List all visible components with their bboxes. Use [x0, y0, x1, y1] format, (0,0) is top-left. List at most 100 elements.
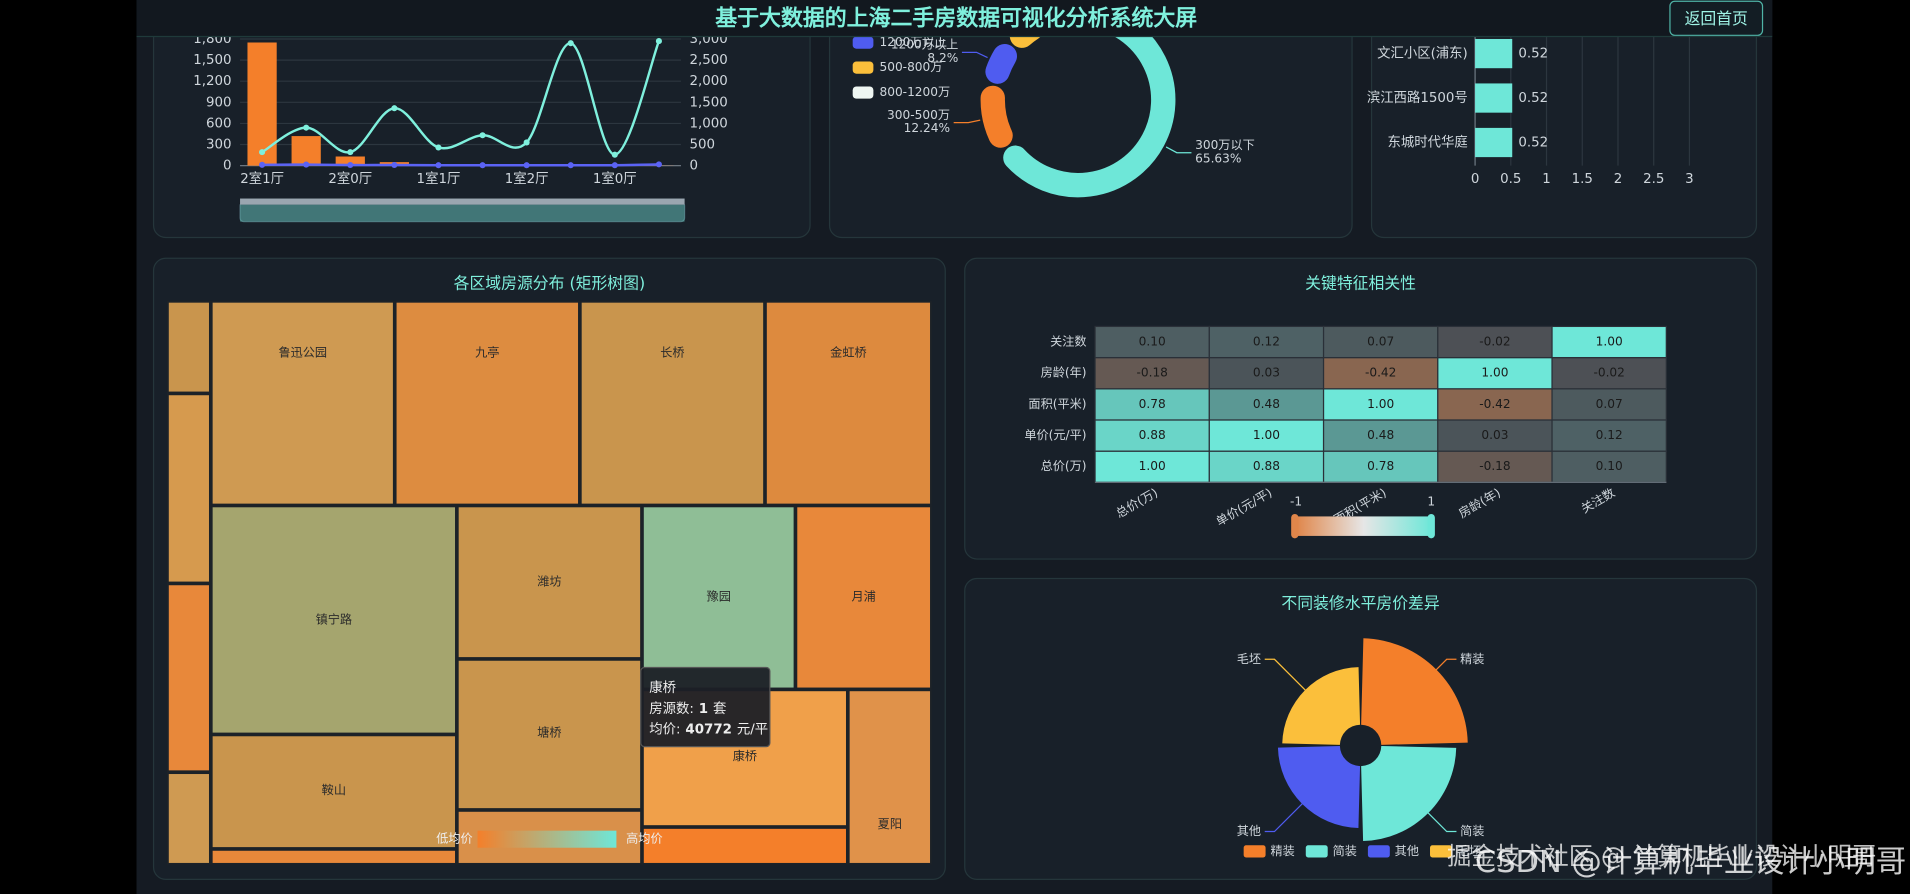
x-tick-label: 1.5: [1572, 172, 1593, 187]
treemap-label: 鲁迅公园: [278, 346, 327, 360]
treemap-cell: [167, 584, 211, 772]
tooltip-line: 房源数: 1 套: [649, 701, 726, 717]
line: [262, 163, 659, 167]
cell-label: 0.12: [1253, 335, 1280, 349]
treemap-label: 夏阳: [878, 817, 902, 831]
x-tick-label: 1: [1542, 172, 1551, 187]
x-tick-label: 2: [1614, 172, 1623, 187]
cell-label: 0.03: [1253, 366, 1280, 380]
value-label: 0.52: [1518, 91, 1548, 106]
treemap-cell: [457, 506, 642, 659]
panel: [152, 0, 811, 239]
legend-swatch: [1243, 845, 1266, 858]
segment-label: 300-500万: [887, 108, 950, 122]
legend-label: 800-1200万: [879, 85, 950, 99]
y2-tick-label: 1,500: [689, 95, 727, 110]
back-button-label[interactable]: 返回首页: [1685, 9, 1748, 28]
y2-tick-label: 1,000: [689, 116, 727, 131]
line-point: [259, 161, 266, 168]
cell-label: 1.00: [1481, 366, 1508, 380]
bar: [291, 136, 321, 166]
tooltip: [640, 666, 771, 748]
label-line: [953, 119, 981, 124]
tooltip-part: 均价:: [649, 722, 680, 738]
treemap-label: 豫园: [707, 589, 731, 603]
visual-map-bar: [477, 830, 617, 848]
cell-label: 1.00: [1596, 335, 1623, 349]
cell-label: 0.78: [1139, 397, 1166, 411]
heatmap-cell: [1551, 356, 1667, 390]
header-bar: [136, 0, 1773, 37]
cell-label: 0.10: [1596, 459, 1623, 473]
x-tick-label: 0: [1471, 172, 1480, 187]
cell-label: -0.42: [1365, 366, 1396, 380]
x-tick-label: 2室1厅: [240, 170, 284, 187]
cell-label: 0.88: [1253, 459, 1280, 473]
legend-swatch: [852, 61, 874, 74]
legend-label: 精装: [1270, 844, 1294, 858]
sector-label: 毛坯: [1237, 652, 1261, 666]
x-tick-label: 2.5: [1643, 172, 1664, 187]
donut-segment: [985, 43, 1018, 84]
bar: [335, 156, 365, 166]
legend-swatch: [1367, 845, 1390, 858]
y-tick-label: 600: [206, 116, 232, 131]
legend-label: 其他: [1395, 844, 1419, 858]
cell-label: 1.00: [1139, 459, 1166, 473]
y-tick-label: 房龄(年): [1041, 365, 1087, 380]
zoom-window: [240, 204, 685, 222]
treemap-cell: [211, 849, 457, 865]
treemap-cell: [167, 301, 211, 393]
heatmap-cell: [1437, 356, 1553, 390]
bar: [247, 42, 277, 166]
panel: [964, 577, 1758, 880]
legend-label: 500-800万: [879, 60, 942, 74]
treemap-label: 康桥: [733, 748, 757, 763]
line-point: [479, 162, 486, 169]
line-point: [435, 162, 442, 169]
y-tick-label: 总价(万): [1041, 459, 1087, 473]
treemap-label: 长桥: [660, 346, 684, 360]
cell-label: 0.07: [1367, 335, 1394, 349]
treemap-label: 月浦: [851, 589, 875, 603]
cell-label: -0.42: [1479, 397, 1510, 411]
line-point: [611, 151, 618, 158]
charts: 03006009001,2001,5001,80005001,0001,5002…: [166, 0, 1694, 865]
heatmap-cell: [1322, 325, 1439, 359]
cell-label: 0.88: [1139, 428, 1166, 442]
cell-label: -0.18: [1479, 459, 1510, 473]
y-tick-label: 文汇小区(浦东): [1377, 46, 1468, 62]
x-tick-label: 1室0厅: [593, 170, 637, 187]
label-line: [1264, 799, 1306, 833]
heatmap-cell: [1094, 325, 1210, 359]
y-tick-label: 滨江西路1500号: [1367, 90, 1468, 106]
heatmap-cell: [1551, 325, 1667, 359]
treemap-label: 九亭: [475, 345, 499, 360]
treemap-cell: [642, 506, 795, 689]
treemap-cell: [642, 827, 848, 865]
visual-map-min: -1: [1290, 494, 1302, 508]
cell-label: 0.12: [1596, 428, 1623, 442]
treemap-label: 塘桥: [537, 725, 561, 740]
y2-tick-label: 0: [689, 159, 698, 174]
sector-label: 精装: [1460, 652, 1484, 666]
treemap-cell: [167, 772, 211, 865]
back-button[interactable]: [1669, 0, 1764, 36]
segment-value: 8.2%: [927, 51, 958, 65]
panel: [828, 0, 1353, 239]
label-line: [1424, 809, 1457, 833]
segment-label: 300万以下: [1195, 138, 1255, 152]
y-tick-label: 东城时代华庭: [1388, 134, 1468, 151]
y-tick-label: 单价(元/平): [1024, 428, 1086, 442]
segment-label: 1200万以上: [891, 38, 958, 52]
line-point: [347, 161, 354, 169]
y-tick-label: 300: [206, 138, 232, 153]
heatmap-cell: [1551, 419, 1667, 452]
line-point: [567, 162, 574, 169]
tooltip-part: 元/平: [737, 723, 768, 738]
line-point: [655, 161, 662, 168]
line-point: [567, 40, 574, 47]
heatmap-cell: [1208, 325, 1325, 359]
legend-swatch: [1305, 845, 1328, 858]
